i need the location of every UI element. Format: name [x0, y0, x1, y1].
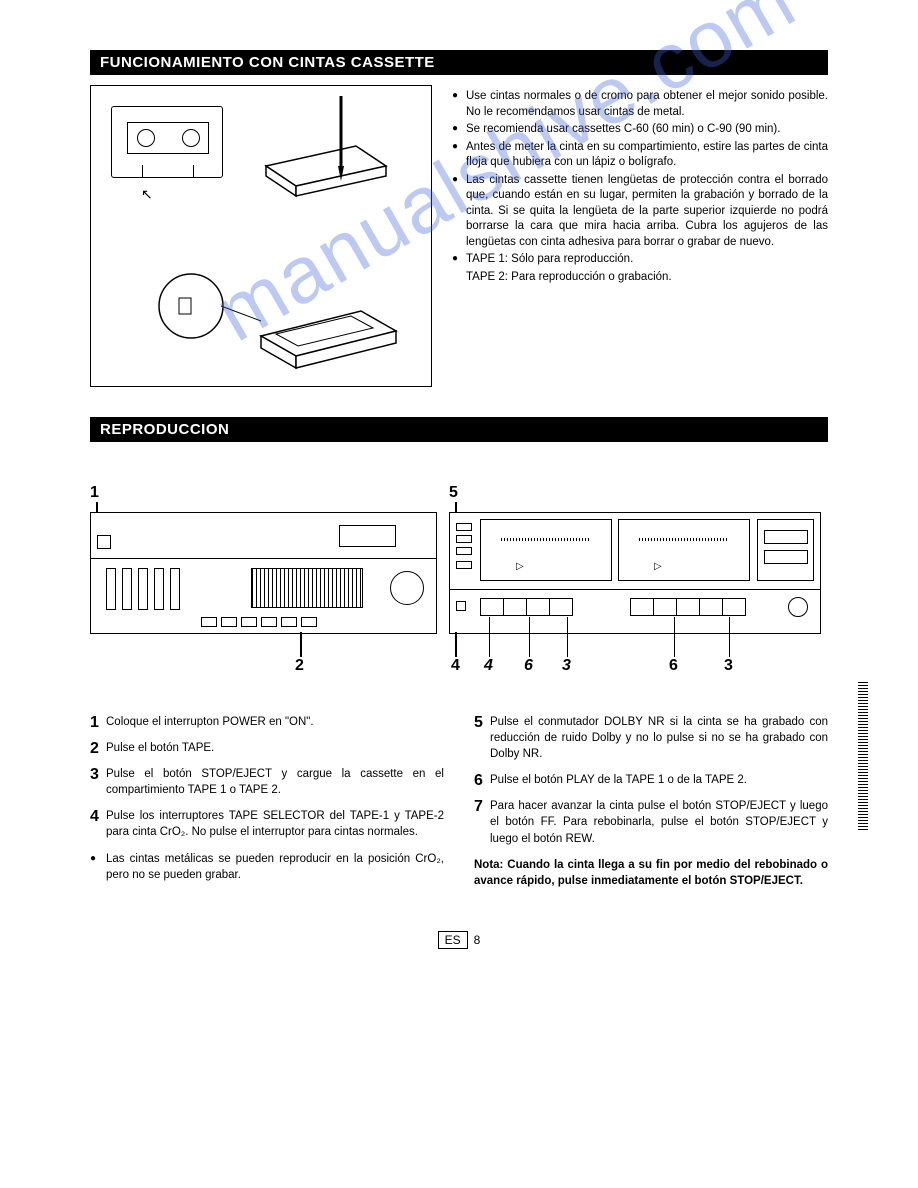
- lang-box: ES: [438, 931, 468, 949]
- step-text-1: Coloque el interrupton POWER en "ON".: [106, 716, 314, 728]
- step-text-4: Pulse los interruptores TAPE SELECTOR de…: [106, 810, 444, 838]
- step-text-5: Pulse el conmutador DOLBY NR si la cinta…: [490, 716, 828, 760]
- step-num-5: 5: [474, 712, 483, 734]
- step-text-3: Pulse el botón STOP/EJECT y cargue la ca…: [106, 768, 444, 796]
- bullet-5: TAPE 1: Sólo para reproducción.: [452, 252, 828, 268]
- callout-5: 5: [449, 484, 458, 502]
- step-text-2: Pulse el botón TAPE.: [106, 742, 214, 754]
- steps-columns: 1Coloque el interrupton POWER en "ON". 2…: [90, 714, 828, 893]
- step-num-2: 2: [90, 738, 99, 760]
- section-header-2: REPRODUCCION: [90, 417, 828, 442]
- step-7: 7 Para hacer avanzar la cinta pulse el bo…: [474, 798, 828, 846]
- callout-6: 6: [669, 657, 678, 675]
- step-num-4: 4: [90, 806, 99, 828]
- step-1: 1Coloque el interrupton POWER en "ON".: [90, 714, 444, 730]
- step-num-6: 6: [474, 770, 483, 792]
- barcode-strip: [858, 680, 868, 830]
- section-header-1: FUNCIONAMIENTO CON CINTAS CASSETTE: [90, 50, 828, 75]
- bullet-5b: TAPE 2: Para reproducción o grabación.: [452, 270, 828, 286]
- bullet-4: Las cintas cassette tienen lengüetas de …: [452, 173, 828, 251]
- step-text-6: Pulse el botón PLAY de la TAPE 1 o de la…: [490, 774, 747, 786]
- step-num-1: 1: [90, 712, 99, 734]
- equipment-diagrams: 1: [90, 512, 828, 634]
- callout-4b: 4: [484, 657, 493, 675]
- page-footer: ES 8: [90, 933, 828, 947]
- bullet-2: Se recomienda usar cassettes C-60 (60 mi…: [452, 122, 828, 138]
- step-2: 2Pulse el botón TAPE.: [90, 740, 444, 756]
- step-3: 3 Pulse el botón STOP/EJECT y cargue la c…: [90, 766, 444, 798]
- callout-4: 4: [451, 657, 460, 675]
- bullet-3: Antes de meter la cinta en su compartimi…: [452, 140, 828, 171]
- bullet-1: Use cintas normales o de cromo para obte…: [452, 89, 828, 120]
- top-content-row: ↖ Use cintas normales o de cromo para ob…: [90, 85, 828, 387]
- step-text-4b: Las cintas metálicas se pueden reproduci…: [106, 853, 444, 881]
- cassette-diagram: ↖: [90, 85, 432, 387]
- callout-2: 2: [295, 657, 304, 675]
- steps-left-col: 1Coloque el interrupton POWER en "ON". 2…: [90, 714, 444, 893]
- steps-right-col: 5 Pulse el conmutador DOLBY NR si la cint…: [474, 714, 828, 893]
- step-num-7: 7: [474, 796, 483, 818]
- step-6: 6Pulse el botón PLAY de la TAPE 1 o de l…: [474, 772, 828, 788]
- callout-1: 1: [90, 484, 99, 502]
- page-number: 8: [474, 933, 481, 947]
- step-text-7: Para hacer avanzar la cinta pulse el bot…: [490, 800, 828, 844]
- step-4b: Las cintas metálicas se pueden reproduci…: [90, 851, 444, 883]
- callout-3r: 3: [724, 657, 733, 675]
- step-5: 5 Pulse el conmutador DOLBY NR si la cint…: [474, 714, 828, 762]
- callout-6b: 6: [524, 657, 533, 675]
- bullet-list: Use cintas normales o de cromo para obte…: [452, 85, 828, 387]
- note: Nota: Cuando la cinta llega a su fin por…: [474, 857, 828, 889]
- cassette-deck-diagram: ▷ ▷: [449, 512, 821, 634]
- step-num-3: 3: [90, 764, 99, 786]
- callout-3l: 3: [562, 657, 571, 675]
- step-4: 4 Pulse los interruptores TAPE SELECTOR d…: [90, 808, 444, 840]
- amplifier-diagram: [90, 512, 437, 634]
